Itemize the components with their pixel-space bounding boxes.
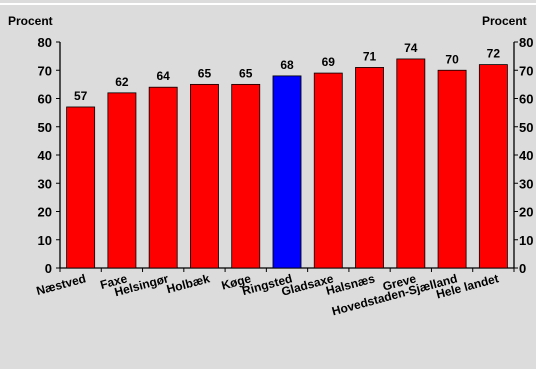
bars (66, 58, 508, 269)
axes: 0 0 10 10 20 20 30 30 40 40 50 50 60 60 70 70 80 80 (38, 35, 534, 276)
data-label: 65 (239, 66, 253, 80)
data-label: 74 (404, 41, 418, 55)
y-tick-label-left: 30 (38, 176, 52, 191)
bar (231, 83, 261, 269)
bar (355, 67, 384, 269)
data-label: 71 (363, 49, 377, 63)
bar (313, 72, 343, 269)
data-label: 69 (322, 55, 336, 69)
y-tick-label-right: 0 (519, 261, 526, 276)
bar (478, 64, 508, 269)
y-tick-label-right: 30 (519, 176, 533, 191)
data-label: 68 (280, 58, 294, 72)
data-label: 57 (74, 89, 88, 103)
y-tick-label-left: 80 (38, 35, 52, 50)
y-tick-label-right: 80 (519, 35, 533, 50)
data-labels: 57 62 64 65 65 68 69 71 74 70 72 (74, 41, 500, 103)
y-tick-label-right: 50 (519, 120, 533, 135)
x-tick-label: Faxe (99, 271, 129, 292)
bar (107, 92, 137, 269)
y-axis-right-label: Procent (482, 14, 527, 28)
data-label: 62 (115, 75, 129, 89)
data-label: 65 (198, 66, 212, 80)
x-tick-label: Holbæk (165, 271, 211, 296)
bar (396, 58, 426, 269)
bar (190, 83, 219, 269)
y-tick-label-right: 40 (519, 148, 533, 163)
bar (66, 106, 96, 269)
y-tick-label-left: 0 (45, 261, 52, 276)
bar (437, 69, 467, 269)
data-label: 64 (157, 69, 171, 83)
bar (272, 75, 302, 269)
y-tick-label-left: 40 (38, 148, 52, 163)
y-tick-label-left: 50 (38, 120, 52, 135)
y-tick-label-left: 70 (38, 63, 52, 78)
y-tick-label-left: 20 (38, 205, 52, 220)
x-tick-label: Næstved (35, 271, 88, 298)
top-border (0, 3, 536, 5)
y-tick-label-left: 60 (38, 92, 52, 107)
data-label: 70 (445, 52, 459, 66)
y-tick-label-left: 10 (38, 233, 52, 248)
y-axis-left-label: Procent (8, 14, 53, 28)
data-label: 72 (487, 47, 501, 61)
y-tick-label-right: 60 (519, 92, 533, 107)
y-tick-label-right: 70 (519, 63, 533, 78)
y-tick-label-right: 20 (519, 205, 533, 220)
bar (148, 86, 178, 269)
y-tick-label-right: 10 (519, 233, 533, 248)
